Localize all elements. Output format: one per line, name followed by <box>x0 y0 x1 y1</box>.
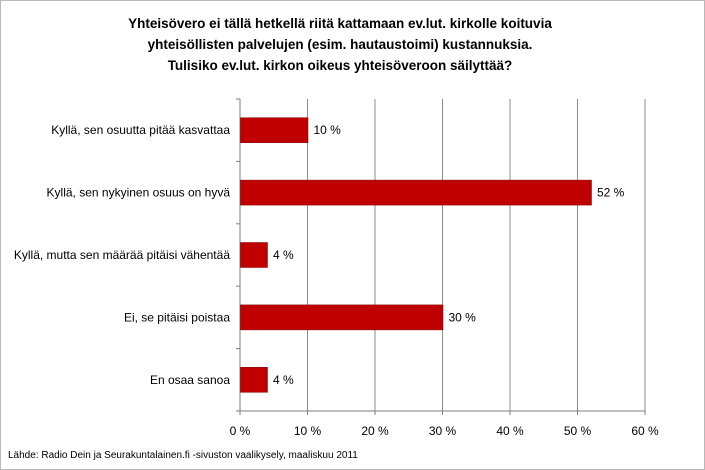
bar <box>240 367 268 393</box>
bar <box>240 304 444 331</box>
category-label: Kyllä, sen osuutta pitää kasvattaa <box>51 123 230 137</box>
data-label: 4 % <box>273 373 294 387</box>
chart-title-line-3: Tulisiko ev.lut. kirkon oikeus yhteisöve… <box>167 58 513 73</box>
chart-title-line-2: yhteisöllisten palvelujen (esim. hautaus… <box>147 37 533 52</box>
bar <box>240 242 268 268</box>
chart-title: Yhteisövero ei tällä hetkellä riitä katt… <box>60 13 620 76</box>
bar <box>240 117 309 143</box>
category-label: Ei, se pitäisi poistaa <box>124 310 230 324</box>
x-tick-label: 20 % <box>361 424 389 438</box>
source-note: Lähde: Radio Dein ja Seurakuntalainen.fi… <box>8 450 358 461</box>
x-tick-label: 60 % <box>631 424 659 438</box>
x-tick-label: 0 % <box>230 424 251 438</box>
data-label: 4 % <box>273 248 294 262</box>
x-tick-label: 40 % <box>496 424 524 438</box>
category-label: Kyllä, sen nykyinen osuus on hyvä <box>47 186 231 200</box>
bar <box>240 179 592 206</box>
x-tick-label: 50 % <box>564 424 592 438</box>
chart-title-line-1: Yhteisövero ei tällä hetkellä riitä katt… <box>128 16 552 31</box>
x-tick-label: 30 % <box>429 424 457 438</box>
data-label: 10 % <box>314 123 342 137</box>
data-label: 30 % <box>449 310 477 324</box>
category-label: Kyllä, mutta sen määrää pitäisi vähentää <box>14 248 230 262</box>
data-label: 52 % <box>597 186 625 200</box>
x-tick-label: 10 % <box>294 424 322 438</box>
category-label: En osaa sanoa <box>150 373 230 387</box>
